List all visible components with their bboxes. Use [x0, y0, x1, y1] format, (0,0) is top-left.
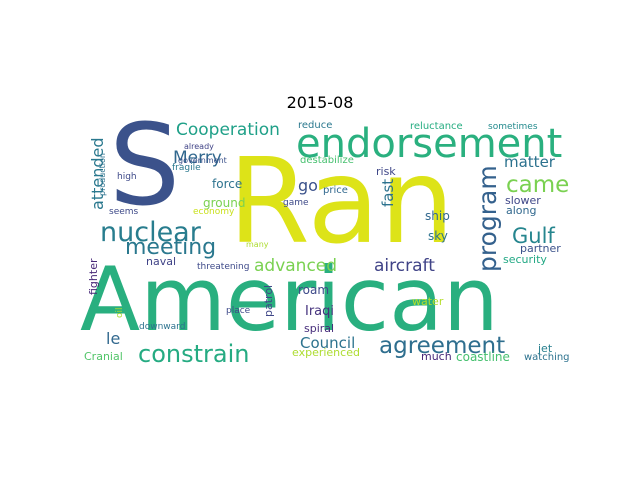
word-coastline: coastline [456, 350, 510, 364]
word-reluctance: reluctance [410, 121, 463, 132]
word-constrain: constrain [138, 340, 249, 368]
word-production: production [98, 153, 107, 196]
word-s: S [109, 101, 180, 231]
word-agreement: agreement [379, 333, 505, 359]
word-nuclear: nuclear [100, 217, 202, 248]
word-aircraft: aircraft [374, 256, 435, 276]
word-attended: attended [88, 138, 107, 211]
word-fighter: fighter [87, 258, 100, 295]
word-meeting: meeting [125, 235, 216, 260]
word-iraqi: Iraqi [305, 304, 334, 319]
word-cranial: Cranial [84, 350, 123, 363]
word-along: along [506, 204, 536, 217]
word-jet: jet [537, 342, 553, 355]
word-security: security [503, 253, 547, 266]
word-program: program [473, 165, 502, 272]
word-already: already [184, 142, 214, 151]
word-much: much [421, 350, 452, 363]
word-many: many [246, 240, 269, 249]
word-destabilize: destabilize [300, 155, 354, 166]
word-partner: partner [520, 242, 561, 255]
word-game: game [283, 198, 309, 208]
word-price: price [323, 185, 348, 196]
word-naval: naval [146, 255, 176, 268]
word-place: place [226, 306, 251, 316]
word-cooperation: Cooperation [176, 120, 280, 140]
word-reduce: reduce [298, 120, 332, 131]
word-merry: Merry [173, 148, 222, 168]
word-american: American [80, 248, 499, 351]
word-ground: ground [203, 196, 245, 210]
word-go: go [298, 176, 318, 195]
word-gulf: Gulf [512, 224, 555, 248]
word-risk: risk [376, 165, 396, 178]
chart-title: 2015-08 [286, 93, 354, 112]
word-le: le [106, 329, 120, 348]
word-ship: ship [425, 209, 450, 223]
word-council: Council [300, 334, 355, 352]
word-watching: watching [524, 352, 570, 363]
word-economy: economy [193, 207, 235, 217]
word-force: force [212, 177, 242, 191]
word-roam: roam [298, 283, 329, 297]
word-threatening: threatening [197, 262, 249, 272]
word-downward: downward [139, 322, 185, 332]
word-sky: sky [428, 229, 448, 243]
word-endorsement: endorsement [296, 121, 562, 167]
word-experienced: experienced [292, 346, 360, 359]
word-ran: Ran [228, 132, 455, 270]
word-patrol: patrol [262, 285, 275, 317]
word-fragile: fragile [172, 163, 201, 173]
word-matter: matter [504, 153, 556, 171]
word-slower: slower [505, 194, 541, 207]
word-spiral: spiral [304, 322, 334, 335]
word-advanced: advanced [254, 256, 337, 276]
word-seems: seems [109, 207, 139, 217]
word-fast: fast [379, 179, 397, 207]
word-oil: oil [115, 307, 125, 318]
word-came: came [506, 172, 569, 198]
word-sometimes: sometimes [488, 122, 538, 132]
word-high: high [117, 172, 137, 182]
word-water: water [412, 295, 444, 308]
word-government: government [178, 156, 227, 165]
